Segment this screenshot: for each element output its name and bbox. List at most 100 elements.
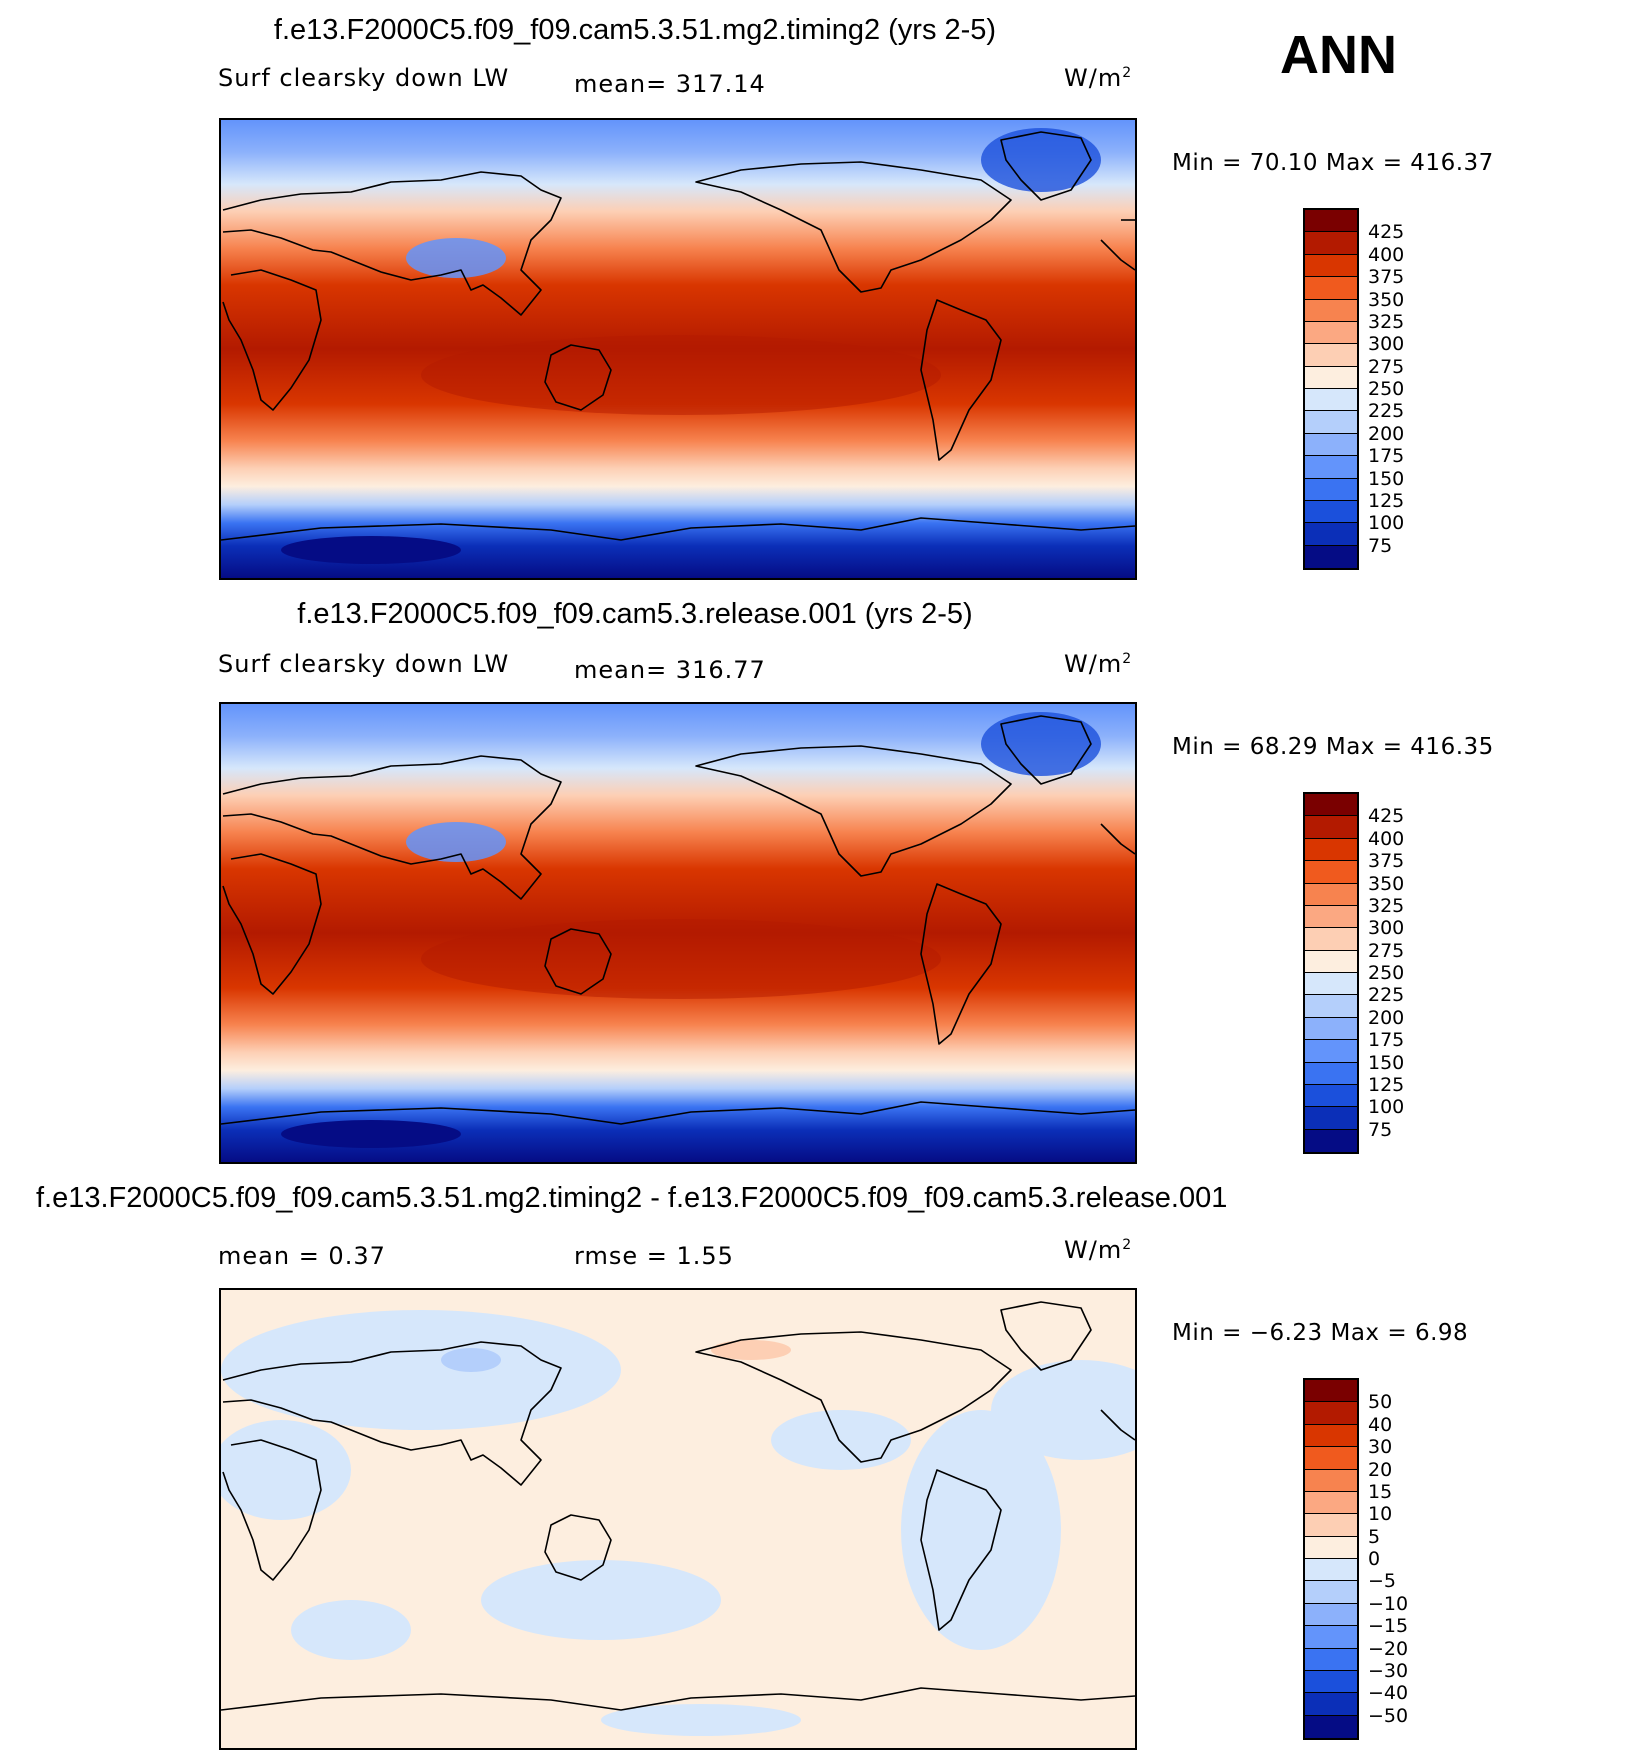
colorbar-segment (1305, 1559, 1357, 1582)
colorbar-tick-label: 75 (1368, 534, 1393, 557)
colorbar-tick-label: 325 (1368, 310, 1405, 333)
colorbar-segment (1305, 1040, 1357, 1063)
colorbar-segment (1305, 1648, 1357, 1671)
colorbar-segment (1305, 928, 1357, 951)
colorbar-tick-label: 125 (1368, 489, 1405, 512)
colorbar-tick-label: 225 (1368, 400, 1405, 423)
colorbar-segment (1305, 478, 1357, 501)
colorbar-segment (1305, 995, 1357, 1018)
colorbar-segment (1305, 433, 1357, 457)
colorbar-segment (1305, 232, 1357, 255)
panel-2-colorbar (1303, 792, 1359, 1154)
panel-1-map (219, 118, 1137, 580)
colorbar-segment (1305, 1581, 1357, 1604)
colorbar-segment (1305, 1129, 1357, 1152)
panel-2-mean: mean= 316.77 (574, 656, 766, 684)
colorbar-tick-label: 275 (1368, 939, 1405, 962)
colorbar-segment (1305, 1536, 1357, 1559)
colorbar-tick-label: 100 (1368, 1096, 1405, 1119)
panel-2-map (219, 702, 1137, 1164)
colorbar-segment (1305, 389, 1357, 412)
colorbar-tick-label: 150 (1368, 467, 1405, 490)
colorbar-tick-label: 40 (1368, 1413, 1393, 1436)
colorbar-tick-label: 425 (1368, 805, 1405, 828)
colorbar-segment (1305, 545, 1357, 568)
colorbar-segment (1305, 1491, 1357, 1515)
colorbar-segment (1305, 1424, 1357, 1448)
colorbar-tick-label: 350 (1368, 872, 1405, 895)
colorbar-segment (1305, 254, 1357, 278)
colorbar-tick-label: 250 (1368, 962, 1405, 984)
colorbar-tick-label: 50 (1368, 1391, 1393, 1414)
colorbar-segment (1305, 456, 1357, 479)
colorbar-tick-label: −50 (1368, 1704, 1409, 1727)
colorbar-tick-label: 150 (1368, 1051, 1405, 1074)
panel-2-title: f.e13.F2000C5.f09_f09.cam5.3.release.001… (297, 598, 973, 630)
colorbar-segment (1305, 1062, 1357, 1085)
colorbar-segment (1305, 1380, 1357, 1403)
colorbar-tick-label: 225 (1368, 984, 1405, 1007)
colorbar-segment (1305, 366, 1357, 389)
colorbar-tick-label: 75 (1368, 1118, 1393, 1141)
panel-2-minmax: Min = 68.29 Max = 416.35 (1172, 734, 1494, 760)
colorbar-tick-label: 300 (1368, 333, 1405, 356)
colorbar-segment (1305, 344, 1357, 367)
panel-2-map-field (221, 704, 1135, 1162)
colorbar-segment (1305, 1715, 1357, 1738)
colorbar-segment (1305, 973, 1357, 996)
colorbar-tick-label: 175 (1368, 1029, 1405, 1052)
colorbar-tick-label: 325 (1368, 894, 1405, 917)
colorbar-tick-label: 425 (1368, 221, 1405, 244)
colorbar-tick-label: 125 (1368, 1073, 1405, 1096)
colorbar-segment (1305, 1603, 1357, 1627)
panel-3-map (219, 1288, 1137, 1750)
panel-3-title: f.e13.F2000C5.f09_f09.cam5.3.51.mg2.timi… (36, 1182, 1228, 1214)
colorbar-tick-label: 200 (1368, 1006, 1405, 1029)
panel-3-units: W/m2 (1064, 1236, 1133, 1264)
colorbar-tick-label: −15 (1368, 1615, 1409, 1638)
panel-2-units: W/m2 (1064, 650, 1133, 678)
colorbar-segment (1305, 411, 1357, 434)
panel-3-map-field (221, 1290, 1135, 1748)
panel-3-minmax: Min = −6.23 Max = 6.98 (1172, 1320, 1469, 1346)
panel-1-map-field (221, 120, 1135, 578)
colorbar-tick-label: 350 (1368, 288, 1405, 311)
colorbar-tick-label: 0 (1368, 1548, 1381, 1570)
colorbar-segment (1305, 1626, 1357, 1649)
panel-3-rmse: rmse = 1.55 (574, 1242, 734, 1270)
colorbar-tick-label: −40 (1368, 1682, 1409, 1705)
colorbar-segment (1305, 1670, 1357, 1694)
panel-1-minmax: Min = 70.10 Max = 416.37 (1172, 150, 1494, 176)
season-label: ANN (1280, 25, 1397, 85)
colorbar-tick-label: −20 (1368, 1637, 1409, 1660)
colorbar-segment (1305, 1017, 1357, 1041)
colorbar-tick-label: 300 (1368, 917, 1405, 940)
panel-3-mean: mean = 0.37 (218, 1242, 386, 1270)
panel-3-colorbar (1303, 1378, 1359, 1740)
colorbar-tick-label: 30 (1368, 1436, 1393, 1459)
colorbar-tick-label: 175 (1368, 445, 1405, 468)
colorbar-segment (1305, 1402, 1357, 1425)
colorbar-segment (1305, 861, 1357, 884)
colorbar-segment (1305, 210, 1357, 233)
colorbar-tick-label: 5 (1368, 1525, 1381, 1548)
colorbar-tick-label: 250 (1368, 378, 1405, 400)
panel-1-variable: Surf clearsky down LW (218, 64, 510, 92)
colorbar-tick-label: −10 (1368, 1592, 1409, 1615)
colorbar-segment (1305, 950, 1357, 973)
colorbar-segment (1305, 500, 1357, 524)
colorbar-tick-label: 200 (1368, 422, 1405, 445)
panel-1-colorbar (1303, 208, 1359, 570)
colorbar-segment (1305, 1469, 1357, 1492)
colorbar-segment (1305, 816, 1357, 839)
colorbar-segment (1305, 1693, 1357, 1716)
colorbar-tick-label: 400 (1368, 827, 1405, 850)
colorbar-segment (1305, 794, 1357, 817)
panel-2-variable: Surf clearsky down LW (218, 650, 510, 678)
colorbar-segment (1305, 321, 1357, 345)
colorbar-tick-label: 100 (1368, 512, 1405, 535)
colorbar-tick-label: 10 (1368, 1503, 1393, 1526)
panel-2-colorbar-labels: 425 400 375 350 325 300 275 250 225 200 175 150 125 1… (1368, 792, 1448, 1154)
colorbar-segment (1305, 1084, 1357, 1108)
colorbar-segment (1305, 1514, 1357, 1537)
